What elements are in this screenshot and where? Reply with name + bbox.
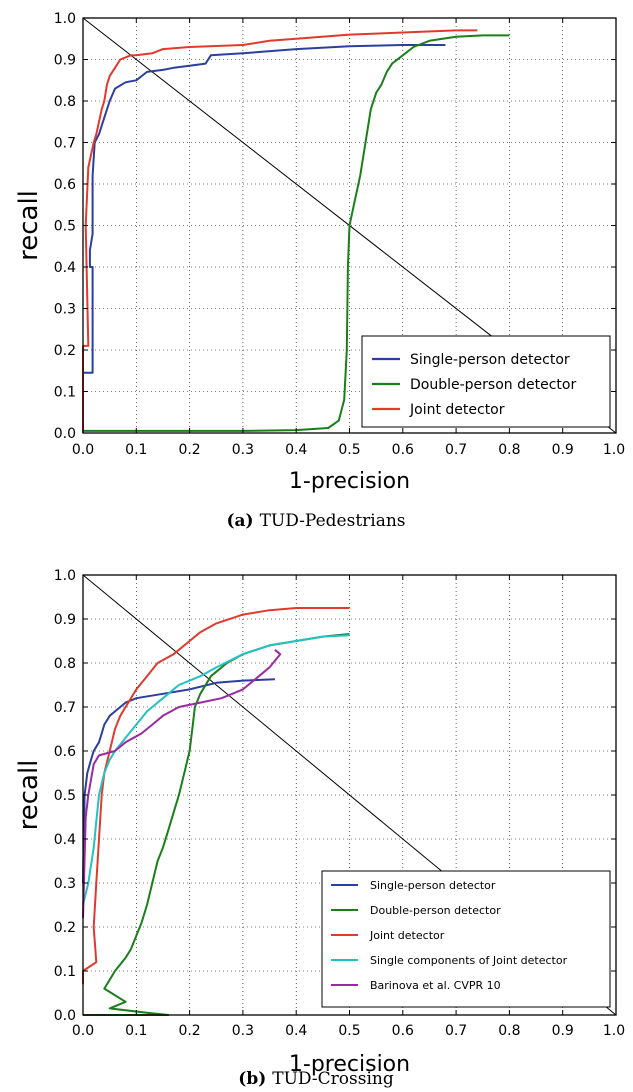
panel-b-series (82, 607, 350, 1016)
legend-label-single-components: Single components of Joint detector (370, 954, 568, 967)
y-tick-label: 1.0 (54, 11, 76, 27)
y-tick-label: 0.2 (54, 920, 76, 936)
legend-frame (361, 335, 611, 428)
series-line-joint-detector (82, 29, 478, 433)
panel-b-caption-letter: (b) (238, 1069, 266, 1089)
y-tick-label: 0.5 (54, 788, 76, 804)
legend-label-single-person: Single-person detector (370, 879, 496, 892)
x-tick-label: 0.6 (392, 1023, 414, 1039)
y-tick-label: 0.5 (54, 219, 76, 235)
x-tick-label: 0.0 (72, 442, 94, 458)
legend-frame (321, 870, 611, 1008)
panel-a-caption: (a) TUD-Pedestrians (226, 511, 405, 531)
panel-a-caption-text: TUD-Pedestrians (260, 511, 406, 531)
y-tick-label: 0.4 (54, 832, 76, 848)
legend-label-single-person: Single-person detector (410, 352, 570, 368)
y-tick-label: 0.8 (54, 656, 76, 672)
y-tick-label: 1.0 (54, 568, 76, 584)
series-line-joint-detector (82, 607, 350, 985)
x-tick-label: 0.3 (232, 1023, 254, 1039)
panel-a-x-axis-label: 1-precision (289, 469, 410, 494)
y-tick-label: 0.4 (54, 260, 76, 276)
x-tick-label: 0.7 (445, 442, 467, 458)
x-tick-label: 0.5 (338, 442, 360, 458)
series-line-single-person-detector (82, 678, 275, 884)
y-tick-label: 0.1 (54, 964, 76, 980)
panel-a-caption-letter: (a) (226, 511, 253, 531)
panel-b-x-axis-label: 1-precision (289, 1052, 410, 1077)
y-tick-label: 0.7 (54, 136, 76, 152)
panel-a-y-axis-label: recall (14, 190, 44, 261)
legend-label-joint: Joint detector (369, 929, 445, 942)
series-line-double-person-detector (83, 34, 510, 432)
x-tick-label: 0.7 (445, 1023, 467, 1039)
x-tick-label: 0.8 (498, 442, 520, 458)
x-tick-label: 0.8 (498, 1023, 520, 1039)
panel-b-y-axis-label: recall (14, 760, 44, 831)
legend-label-joint: Joint detector (409, 402, 505, 418)
y-tick-label: 0.2 (54, 343, 76, 359)
y-tick-label: 0.6 (54, 744, 76, 760)
x-tick-label: 0.9 (552, 1023, 574, 1039)
legend-label-double-person: Double-person detector (410, 377, 576, 393)
y-tick-label: 0.6 (54, 177, 76, 193)
y-tick-label: 0.3 (54, 302, 76, 318)
y-tick-label: 0.1 (54, 385, 76, 401)
panel-a-x-tick-labels: 0.0 0.1 0.2 0.3 0.4 0.5 0.6 0.7 0.8 0.9 … (72, 442, 625, 458)
x-tick-label: 0.1 (125, 442, 147, 458)
y-tick-label: 0.0 (54, 426, 76, 442)
x-tick-label: 0.6 (392, 442, 414, 458)
panel-b-caption-text: TUD-Crossing (272, 1069, 394, 1089)
series-line-double-person-detector (83, 633, 350, 1016)
x-tick-label: 1.0 (603, 442, 625, 458)
panel-a-ticks (82, 17, 617, 434)
x-tick-label: 0.1 (125, 1023, 147, 1039)
panel-a-legend: Single-person detector Double-person det… (361, 335, 611, 428)
x-tick-label: 0.9 (552, 442, 574, 458)
y-tick-label: 0.0 (54, 1008, 76, 1024)
panel-b-x-tick-labels: 0.0 0.1 0.2 0.3 0.4 0.5 0.6 0.7 0.8 0.9 … (72, 1023, 625, 1039)
x-tick-label: 1.0 (603, 1023, 625, 1039)
series-line-single-person-detector (83, 44, 446, 374)
y-tick-label: 0.9 (54, 53, 76, 69)
panel-b-caption: (b) TUD-Crossing (238, 1069, 394, 1089)
panel-a-series (82, 29, 510, 433)
panel-a-y-tick-labels: 0.0 0.1 0.2 0.3 0.4 0.5 0.6 0.7 0.8 0.9 … (54, 11, 76, 442)
x-tick-label: 0.2 (178, 1023, 200, 1039)
panel-b-y-tick-labels: 0.0 0.1 0.2 0.3 0.4 0.5 0.6 0.7 0.8 0.9 … (54, 568, 76, 1024)
y-tick-label: 0.7 (54, 700, 76, 716)
legend-label-double-person: Double-person detector (370, 904, 501, 917)
x-tick-label: 0.3 (232, 442, 254, 458)
panel-b: 0.0 0.1 0.2 0.3 0.4 0.5 0.6 0.7 0.8 0.9 … (14, 568, 625, 1089)
panel-a: 0.0 0.1 0.2 0.3 0.4 0.5 0.6 0.7 0.8 0.9 … (14, 11, 625, 531)
y-tick-label: 0.9 (54, 612, 76, 628)
series-line-single-components-of-joint-detector (82, 634, 350, 906)
y-tick-label: 0.3 (54, 876, 76, 892)
legend-label-barinova: Barinova et al. CVPR 10 (370, 979, 501, 992)
series-line-barinova-et-al-cvpr-10 (82, 649, 282, 919)
y-tick-label: 0.8 (54, 94, 76, 110)
panel-b-ticks (82, 574, 617, 1016)
x-tick-label: 0.4 (285, 1023, 307, 1039)
x-tick-label: 0.4 (285, 442, 307, 458)
x-tick-label: 0.5 (338, 1023, 360, 1039)
x-tick-label: 0.0 (72, 1023, 94, 1039)
panel-b-legend: Single-person detector Double-person det… (321, 870, 611, 1008)
x-tick-label: 0.2 (178, 442, 200, 458)
